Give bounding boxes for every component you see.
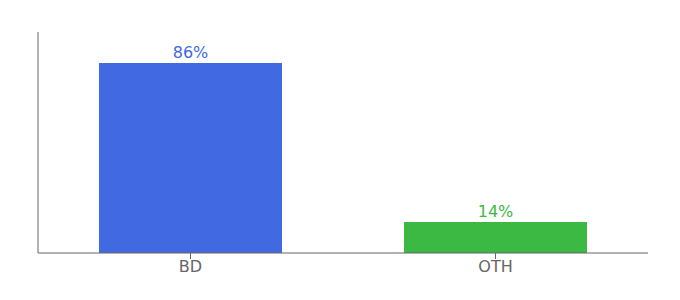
- svg-text:86%: 86%: [173, 43, 209, 62]
- svg-text:BD: BD: [179, 257, 202, 276]
- svg-text:14%: 14%: [478, 202, 514, 221]
- svg-text:OTH: OTH: [478, 257, 512, 276]
